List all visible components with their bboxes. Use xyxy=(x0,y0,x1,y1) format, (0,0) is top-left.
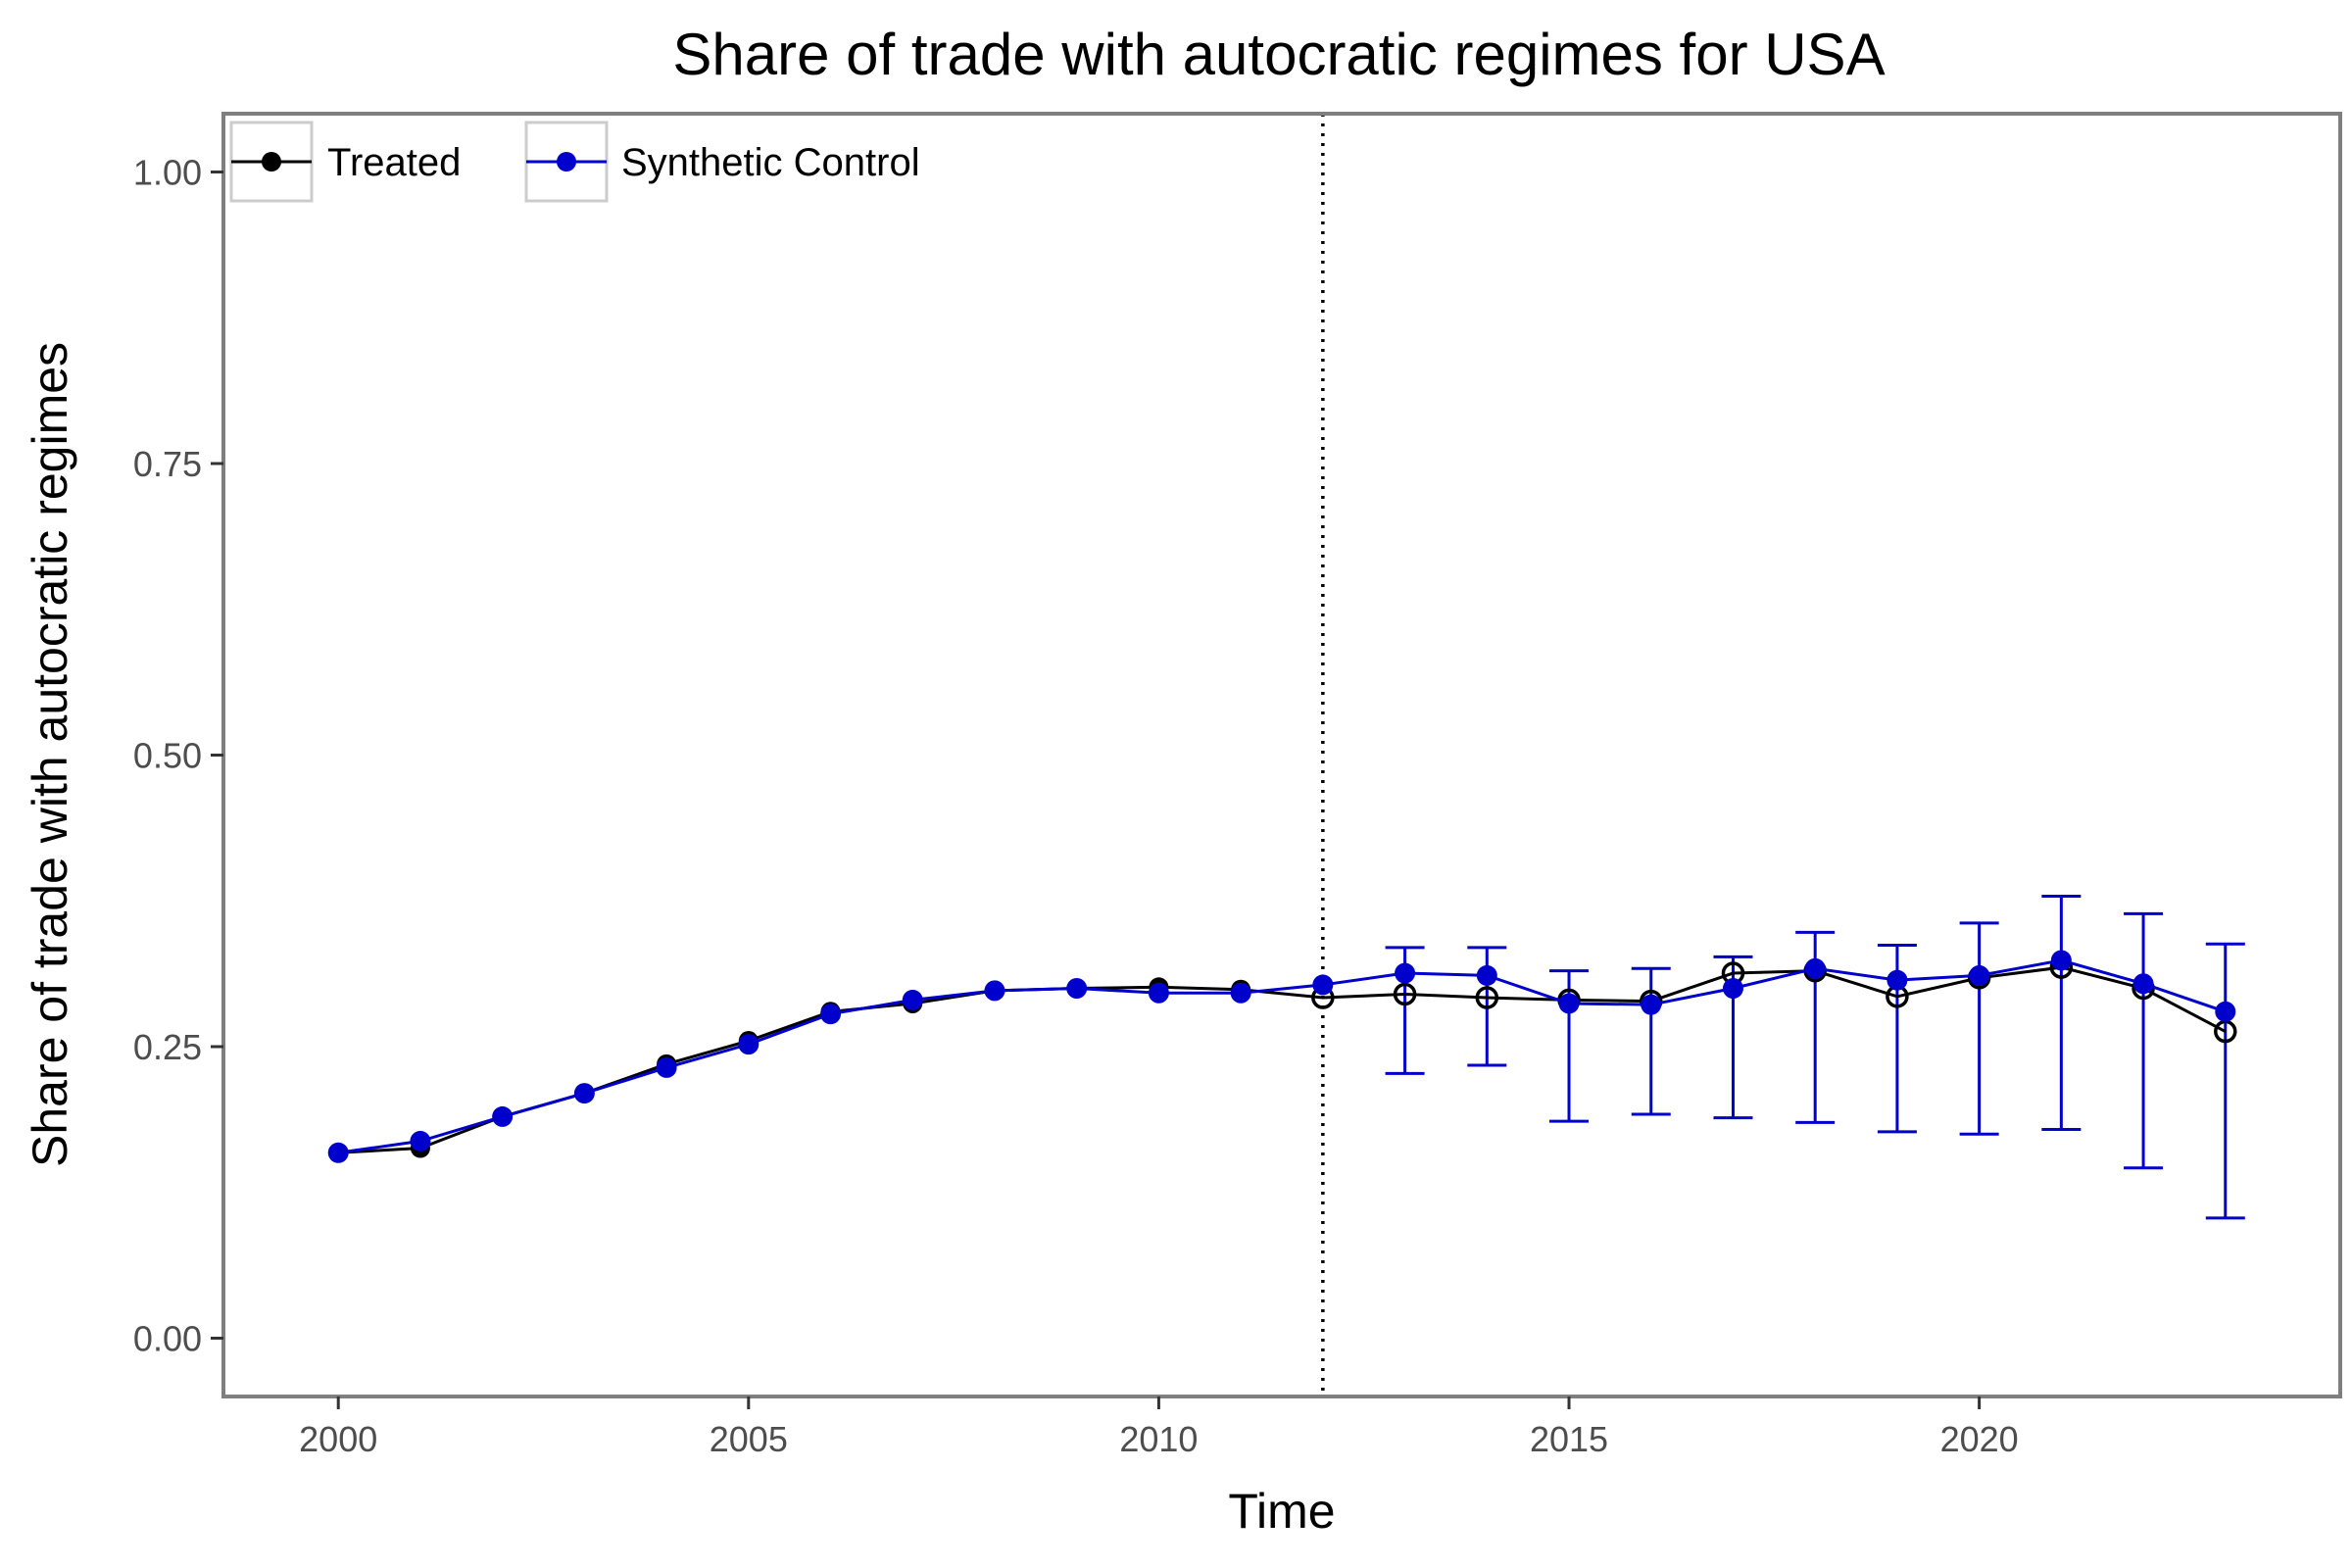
legend-item-treated: Treated xyxy=(229,121,461,203)
x-axis-title: Time xyxy=(1228,1484,1335,1539)
point-synthetic-control xyxy=(1476,964,1497,986)
y-axis: 0.00 0.25 0.50 0.75 1.00 xyxy=(133,153,223,1359)
series-line-treated xyxy=(338,965,2227,1154)
error-bar xyxy=(1959,921,1999,1136)
point-synthetic-control xyxy=(2132,973,2154,995)
y-tick-label: 0.00 xyxy=(133,1319,202,1359)
series-line-synthetic-control xyxy=(337,958,2227,1154)
point-synthetic-control xyxy=(1066,978,1088,999)
point-synthetic-control xyxy=(820,1004,842,1025)
legend-item-synthetic-control: Synthetic Control xyxy=(524,121,920,203)
y-axis-title: Share of trade with autocratic regimes xyxy=(23,342,77,1167)
y-tick-label: 0.25 xyxy=(133,1027,202,1067)
x-tick-label: 2020 xyxy=(1940,1419,2019,1459)
point-synthetic-control xyxy=(2050,950,2072,971)
point-synthetic-control xyxy=(2215,1001,2236,1022)
point-synthetic-control xyxy=(1558,993,1580,1014)
error-bar xyxy=(2041,894,2082,1131)
error-bar xyxy=(2124,911,2164,1170)
legend-key-marker-treated xyxy=(262,152,281,172)
x-tick-label: 2010 xyxy=(1119,1419,1198,1459)
legend-label-treated: Treated xyxy=(327,141,461,184)
point-synthetic-control xyxy=(1722,978,1743,999)
legend-background xyxy=(226,117,991,215)
point-synthetic-control xyxy=(1148,982,1169,1004)
point-synthetic-control xyxy=(327,1142,349,1163)
point-treated xyxy=(1393,982,1417,1006)
point-synthetic-control xyxy=(492,1105,514,1127)
x-tick-label: 2005 xyxy=(710,1419,788,1459)
legend-key-marker-synthetic-control xyxy=(557,152,576,172)
plot-area xyxy=(327,114,2245,1396)
y-tick-label: 1.00 xyxy=(133,153,202,193)
point-synthetic-control xyxy=(1395,962,1416,984)
error-bar xyxy=(2205,942,2245,1220)
point-synthetic-control xyxy=(573,1083,595,1104)
y-tick-label: 0.75 xyxy=(133,444,202,484)
point-treated xyxy=(1475,986,1499,1009)
x-axis: 2000 2005 2010 2015 2020 xyxy=(299,1396,2019,1459)
point-synthetic-control xyxy=(1969,964,1990,986)
chart-title: Share of trade with autocratic regimes f… xyxy=(672,22,1885,87)
y-tick-label: 0.50 xyxy=(133,736,202,776)
point-synthetic-control xyxy=(1886,969,1908,991)
point-synthetic-control xyxy=(410,1130,431,1152)
x-tick-label: 2000 xyxy=(299,1419,377,1459)
point-synthetic-control xyxy=(738,1034,760,1055)
point-synthetic-control xyxy=(1804,957,1826,979)
point-synthetic-control xyxy=(1641,994,1662,1015)
x-tick-label: 2015 xyxy=(1530,1419,1608,1459)
legend-label-synthetic-control: Synthetic Control xyxy=(621,141,920,184)
point-synthetic-control xyxy=(656,1056,677,1078)
point-synthetic-control xyxy=(984,980,1005,1002)
point-synthetic-control xyxy=(1230,982,1251,1004)
legend: Treated Synthetic Control xyxy=(226,117,991,215)
point-synthetic-control xyxy=(902,989,923,1010)
point-synthetic-control xyxy=(1312,974,1334,996)
